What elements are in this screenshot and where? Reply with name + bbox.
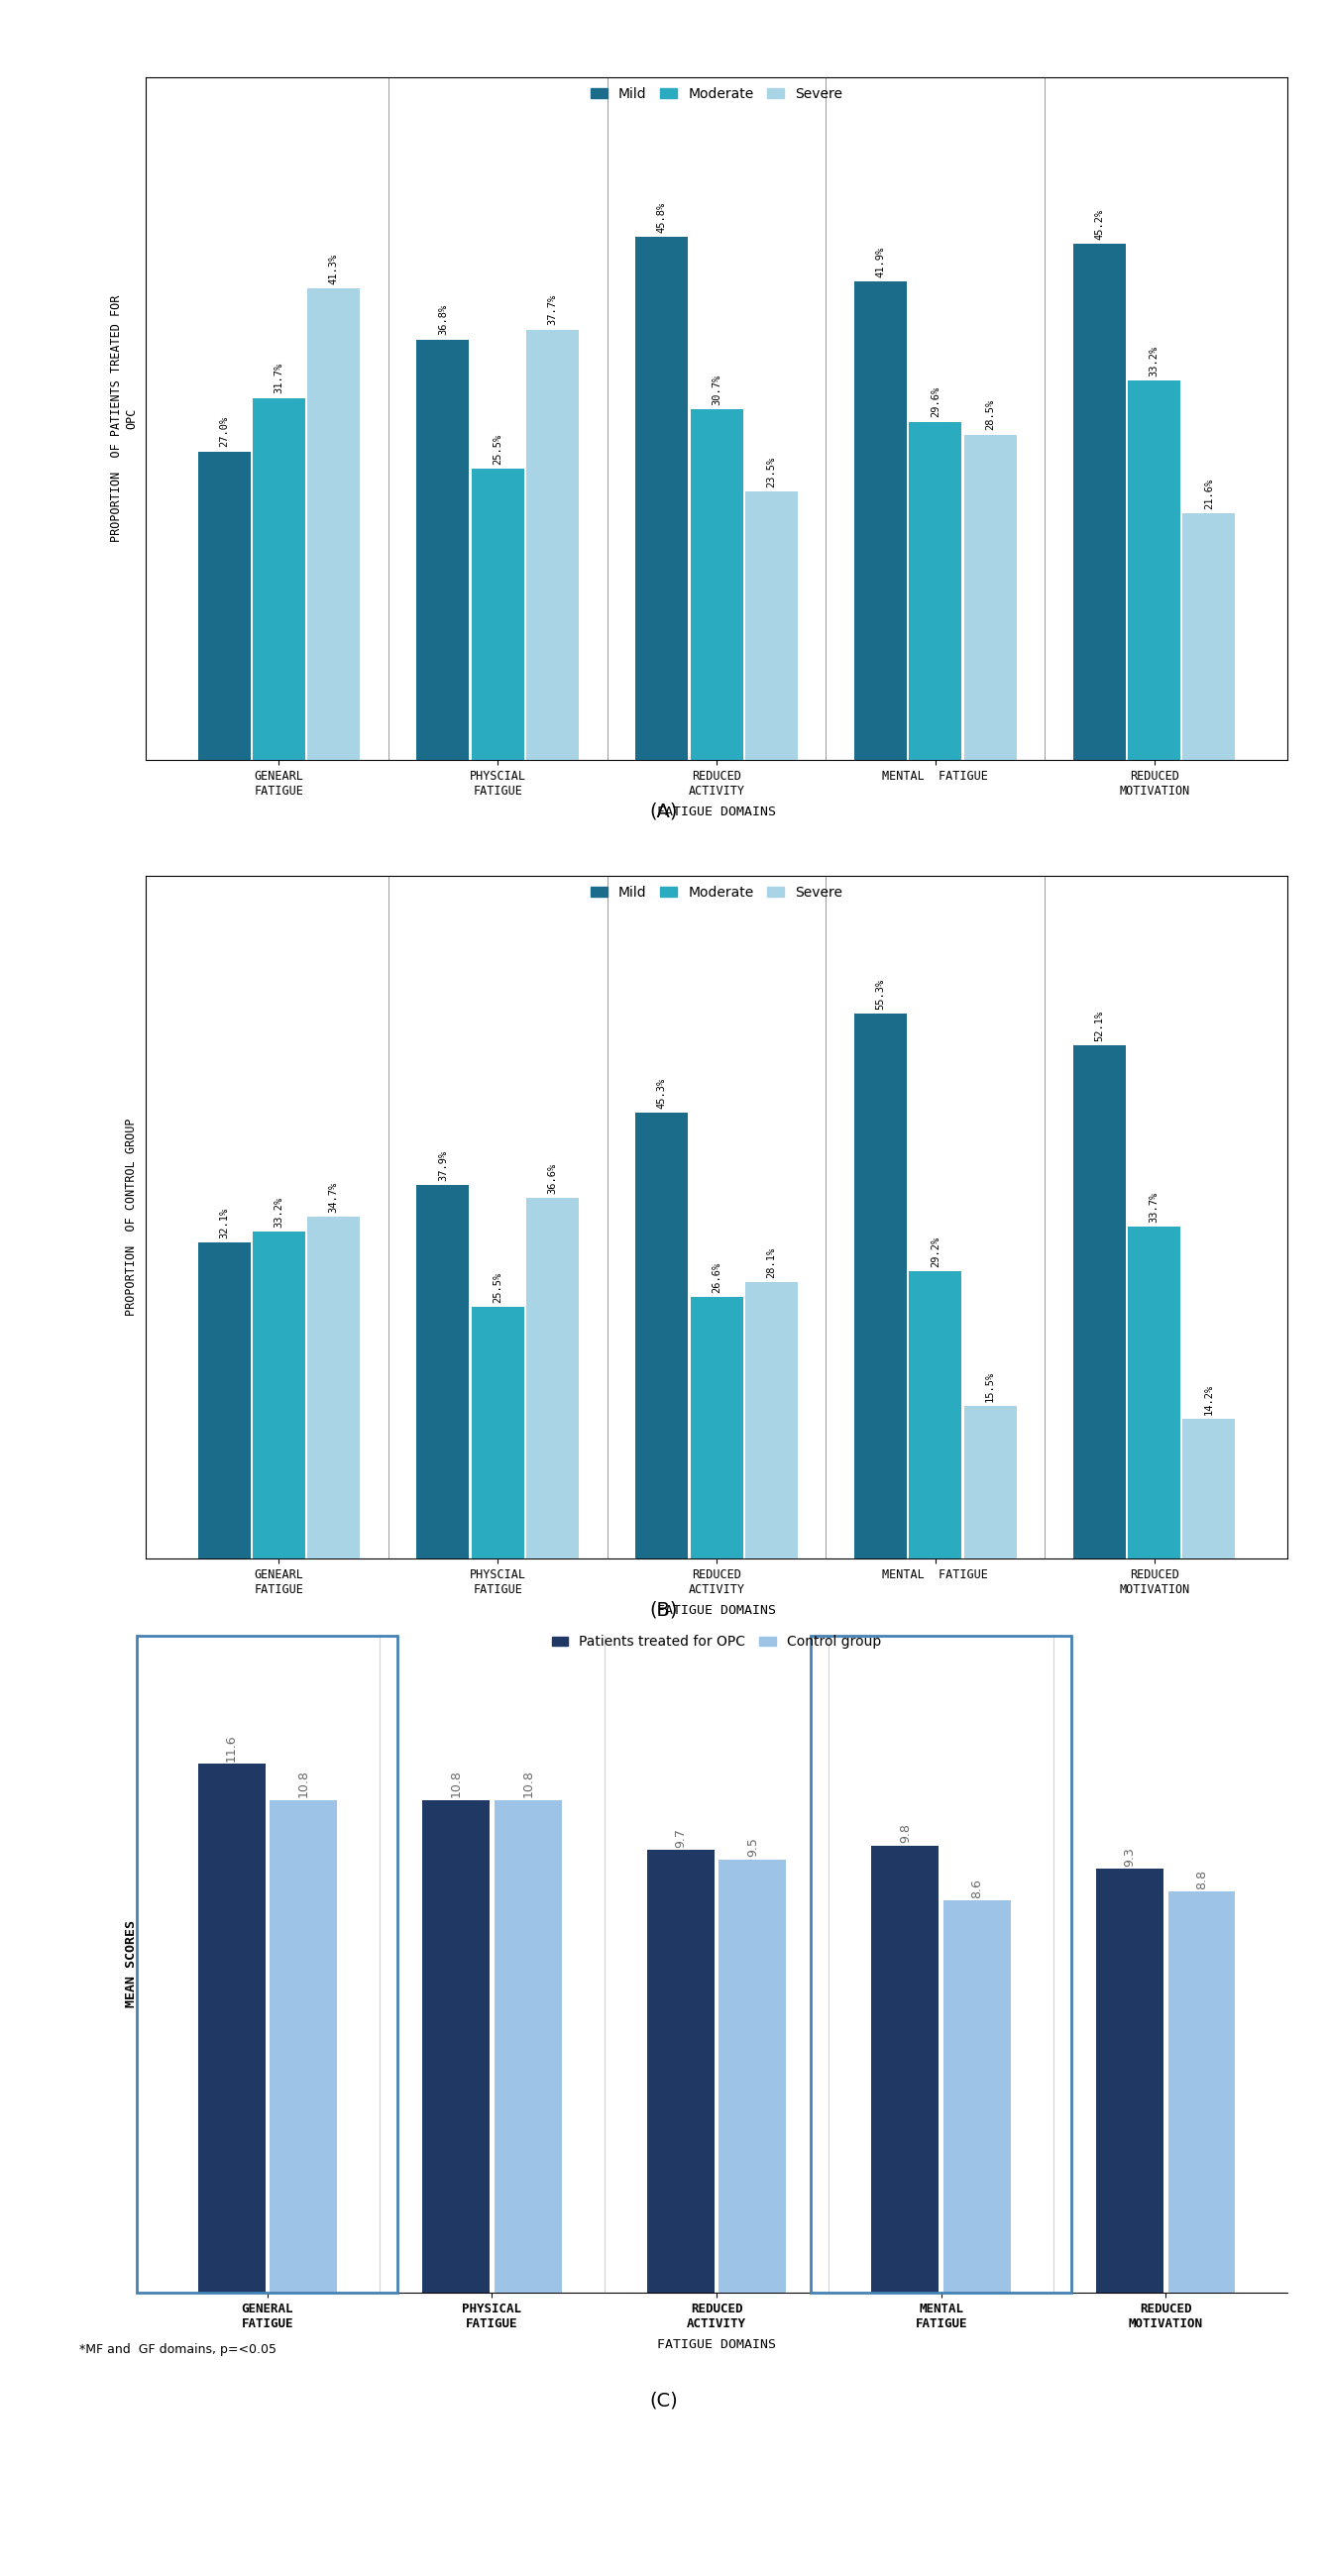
Bar — [1168, 1891, 1235, 2293]
Text: 25.5%: 25.5% — [492, 433, 503, 464]
Bar — [527, 1198, 579, 1558]
Bar — [471, 469, 524, 760]
Text: 10.8: 10.8 — [522, 1770, 535, 1798]
Text: 9.5: 9.5 — [746, 1837, 759, 1857]
Text: 25.5%: 25.5% — [492, 1273, 503, 1303]
Text: 37.9%: 37.9% — [438, 1151, 449, 1182]
Bar — [1182, 513, 1235, 760]
Text: 55.3%: 55.3% — [876, 979, 885, 1010]
Bar — [690, 410, 743, 760]
Y-axis label: PROPORTION  OF CONTROL GROUP: PROPORTION OF CONTROL GROUP — [125, 1118, 138, 1316]
Text: 9.8: 9.8 — [898, 1824, 912, 1844]
Text: 28.1%: 28.1% — [767, 1247, 776, 1278]
Text: 14.2%: 14.2% — [1204, 1383, 1214, 1414]
Text: 52.1%: 52.1% — [1095, 1010, 1104, 1041]
Text: 27.0%: 27.0% — [219, 417, 230, 448]
Text: 29.2%: 29.2% — [930, 1236, 941, 1267]
Bar — [744, 492, 798, 760]
Bar — [198, 1765, 265, 2293]
Bar — [422, 1801, 490, 2293]
Text: 45.2%: 45.2% — [1095, 209, 1104, 240]
Text: (B): (B) — [649, 1600, 678, 1620]
Text: 41.3%: 41.3% — [329, 252, 338, 283]
Text: 29.6%: 29.6% — [930, 386, 941, 417]
Bar — [137, 1636, 398, 2293]
Legend: Mild, Moderate, Severe: Mild, Moderate, Severe — [588, 85, 845, 103]
Bar — [744, 1283, 798, 1558]
Text: 41.9%: 41.9% — [876, 247, 885, 278]
X-axis label: FATIGUE DOMAINS: FATIGUE DOMAINS — [657, 2339, 776, 2352]
Bar — [909, 1270, 962, 1558]
Text: 36.6%: 36.6% — [548, 1162, 557, 1195]
Text: (A): (A) — [649, 801, 678, 822]
Bar — [636, 237, 689, 760]
Text: 32.1%: 32.1% — [219, 1208, 230, 1239]
Bar — [308, 1216, 360, 1558]
Bar — [269, 1801, 337, 2293]
Bar — [963, 1406, 1016, 1558]
Text: 31.7%: 31.7% — [273, 363, 284, 394]
Bar — [1128, 1226, 1181, 1558]
Text: 23.5%: 23.5% — [767, 456, 776, 487]
Text: 26.6%: 26.6% — [711, 1262, 722, 1293]
Bar — [1096, 1868, 1164, 2293]
Text: 36.8%: 36.8% — [438, 304, 449, 335]
Text: 8.8: 8.8 — [1196, 1870, 1208, 1888]
Text: 8.6: 8.6 — [970, 1878, 983, 1899]
Text: 45.8%: 45.8% — [657, 201, 666, 232]
Bar — [872, 1844, 940, 2293]
Bar — [855, 1015, 906, 1558]
Text: *MF and  GF domains, p=<0.05: *MF and GF domains, p=<0.05 — [80, 2344, 277, 2354]
Bar — [417, 340, 470, 760]
Bar — [1074, 245, 1125, 760]
Text: 33.2%: 33.2% — [1149, 345, 1160, 376]
Text: 11.6: 11.6 — [226, 1734, 238, 1762]
Bar — [963, 435, 1016, 760]
Bar — [1182, 1419, 1235, 1558]
Bar — [494, 1801, 561, 2293]
Text: 15.5%: 15.5% — [985, 1370, 995, 1401]
Bar — [252, 399, 305, 760]
Text: 9.3: 9.3 — [1124, 1847, 1136, 1865]
Bar — [1074, 1046, 1125, 1558]
Bar — [308, 289, 360, 760]
Bar — [198, 1242, 251, 1558]
Bar — [636, 1113, 689, 1558]
Text: 9.7: 9.7 — [674, 1829, 687, 1847]
Text: 34.7%: 34.7% — [329, 1182, 338, 1213]
Text: 45.3%: 45.3% — [657, 1077, 666, 1108]
Bar — [943, 1901, 1011, 2293]
Bar — [471, 1306, 524, 1558]
Text: 30.7%: 30.7% — [711, 374, 722, 404]
Bar — [417, 1185, 470, 1558]
Text: 10.8: 10.8 — [297, 1770, 309, 1798]
Bar — [690, 1296, 743, 1558]
Bar — [648, 1850, 714, 2293]
Bar — [1128, 381, 1181, 760]
Text: 33.2%: 33.2% — [273, 1195, 284, 1229]
Bar — [811, 1636, 1071, 2293]
Bar — [719, 1860, 786, 2293]
Text: 37.7%: 37.7% — [548, 294, 557, 325]
Text: 28.5%: 28.5% — [985, 399, 995, 430]
Bar — [855, 281, 906, 760]
Legend: Patients treated for OPC, Control group: Patients treated for OPC, Control group — [547, 1631, 886, 1654]
Text: (C): (C) — [649, 2391, 678, 2411]
Text: 33.7%: 33.7% — [1149, 1193, 1160, 1224]
Bar — [909, 422, 962, 760]
Bar — [198, 451, 251, 760]
X-axis label: FATIGUE DOMAINS: FATIGUE DOMAINS — [657, 806, 776, 819]
X-axis label: FATIGUE DOMAINS: FATIGUE DOMAINS — [657, 1605, 776, 1618]
Bar — [252, 1231, 305, 1558]
Text: 10.8: 10.8 — [450, 1770, 463, 1798]
Bar — [527, 330, 579, 760]
Y-axis label: PROPORTION  OF PATIENTS TREATED FOR
OPC: PROPORTION OF PATIENTS TREATED FOR OPC — [110, 296, 138, 541]
Y-axis label: MEAN SCORES: MEAN SCORES — [125, 1922, 138, 2007]
Legend: Mild, Moderate, Severe: Mild, Moderate, Severe — [588, 884, 845, 902]
Text: 21.6%: 21.6% — [1204, 477, 1214, 510]
